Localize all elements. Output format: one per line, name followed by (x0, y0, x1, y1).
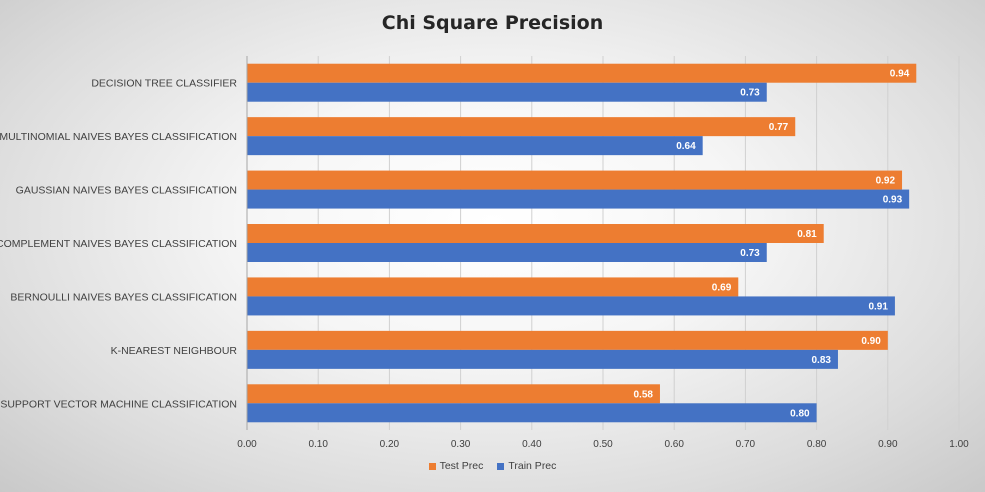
bar-train-prec (247, 136, 703, 156)
data-label: 0.92 (876, 176, 896, 187)
bar-train-prec (247, 189, 910, 209)
data-label: 0.64 (676, 141, 696, 152)
bar-train-prec (247, 296, 895, 316)
category-label: SUPPORT VECTOR MACHINE CLASSIFICATION (0, 398, 237, 410)
x-tick-label: 0.90 (878, 439, 898, 450)
category-label: GAUSSIAN NAIVES BAYES CLASSIFICATION (16, 185, 237, 197)
legend-swatch-train-prec (497, 462, 505, 470)
bar-test-prec (247, 117, 796, 137)
data-label: 0.77 (769, 122, 789, 133)
bar-train-prec (247, 349, 838, 369)
bar-train-prec (247, 403, 817, 423)
legend-label-test-prec: Test Prec (439, 460, 484, 472)
data-label: 0.58 (633, 389, 653, 400)
bar-test-prec (247, 63, 917, 83)
x-tick-label: 0.00 (237, 439, 257, 450)
x-tick-label: 0.30 (451, 439, 471, 450)
x-tick-label: 0.10 (308, 439, 328, 450)
bar-test-prec (247, 330, 888, 350)
bar-train-prec (247, 243, 767, 262)
legend-item-test-prec: Test Prec (428, 460, 484, 472)
bar-test-prec (247, 170, 903, 190)
data-label: 0.91 (868, 301, 888, 312)
data-label: 0.80 (790, 408, 810, 419)
legend-swatch-test-prec (428, 462, 436, 470)
data-label: 0.83 (811, 355, 831, 366)
x-tick-label: 0.60 (664, 439, 684, 450)
legend: Test Prec Train Prec (0, 460, 985, 472)
category-label: DECISION TREE CLASSIFIER (91, 78, 237, 90)
bar-train-prec (247, 82, 767, 102)
bar-test-prec (247, 224, 824, 243)
chart-title: Chi Square Precision (381, 12, 604, 34)
data-label: 0.69 (712, 282, 732, 293)
category-label: COMPLEMENT NAIVES BAYES CLASSIFICATION (0, 238, 237, 250)
x-tick-label: 0.70 (736, 439, 756, 450)
category-label: BERNOULLI NAIVES BAYES CLASSIFICATION (10, 291, 237, 303)
data-label: 0.81 (797, 229, 817, 240)
data-label: 0.90 (861, 336, 881, 347)
x-tick-label: 1.00 (949, 439, 969, 450)
legend-item-train-prec: Train Prec (497, 460, 556, 472)
data-label: 0.93 (883, 195, 903, 206)
x-tick-label: 0.20 (380, 439, 400, 450)
category-label: K-NEAREST NEIGHBOUR (111, 345, 238, 357)
x-tick-label: 0.80 (807, 439, 827, 450)
bar-test-prec (247, 384, 660, 404)
data-label: 0.73 (740, 248, 760, 259)
data-label: 0.94 (890, 69, 910, 80)
category-label: MULTINOMIAL NAIVES BAYES CLASSIFICATION (0, 131, 237, 143)
bar-test-prec (247, 277, 739, 297)
legend-label-train-prec: Train Prec (508, 460, 557, 472)
x-tick-label: 0.40 (522, 439, 542, 450)
x-tick-label: 0.50 (593, 439, 613, 450)
data-label: 0.73 (740, 88, 760, 99)
